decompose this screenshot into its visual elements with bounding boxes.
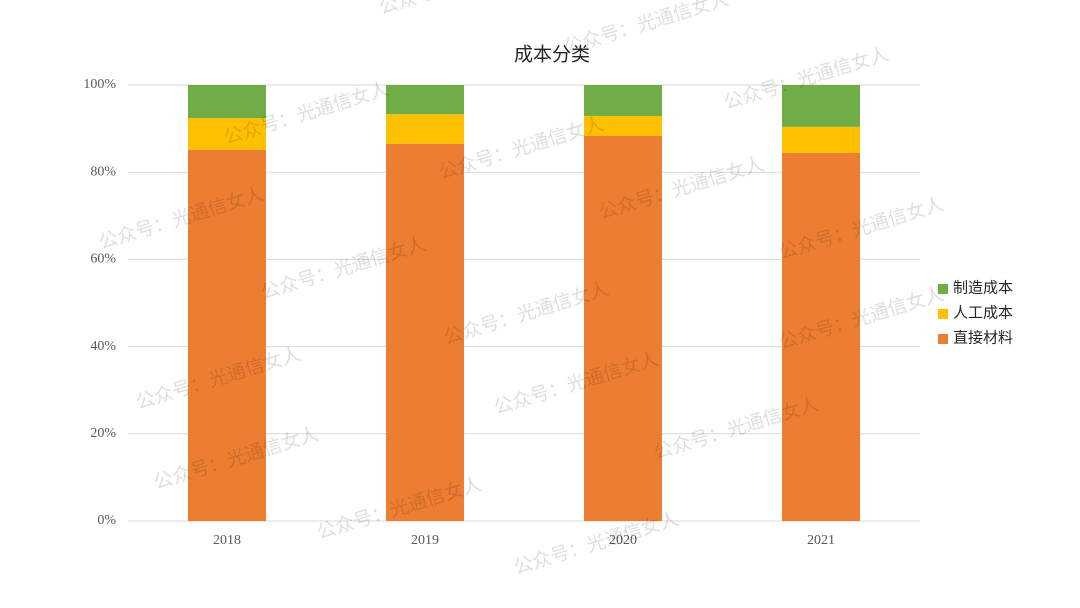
bar-segment bbox=[188, 149, 266, 522]
watermark: 公众号：光通信女人 bbox=[376, 0, 546, 19]
legend-label: 制造成本 bbox=[953, 279, 1013, 296]
bar-segment bbox=[386, 85, 464, 115]
watermark: 公众号：光通信女人 bbox=[561, 0, 731, 59]
legend-swatch bbox=[938, 309, 948, 319]
legend-swatch bbox=[938, 334, 948, 344]
bar-segment bbox=[386, 114, 464, 144]
y-tick-label: 20% bbox=[90, 426, 116, 441]
y-tick-label: 100% bbox=[83, 77, 116, 92]
y-tick-label: 60% bbox=[90, 252, 116, 267]
legend-label: 人工成本 bbox=[953, 304, 1013, 321]
x-tick-label: 2021 bbox=[807, 533, 835, 548]
y-tick-label: 40% bbox=[90, 339, 116, 354]
y-tick-label: 80% bbox=[90, 164, 116, 179]
x-tick-label: 2020 bbox=[609, 533, 637, 548]
legend-swatch bbox=[938, 284, 948, 294]
bar-segment bbox=[782, 126, 860, 154]
bar-segment bbox=[584, 85, 662, 116]
bar-segment bbox=[782, 85, 860, 127]
bar-segment bbox=[188, 118, 266, 150]
chart-title: 成本分类 bbox=[514, 43, 590, 65]
x-tick-label: 2019 bbox=[411, 533, 439, 548]
x-tick-label: 2018 bbox=[213, 533, 241, 548]
bar-segment bbox=[782, 153, 860, 522]
bar-segment bbox=[584, 136, 662, 521]
y-tick-label: 0% bbox=[97, 513, 116, 528]
bar-segment bbox=[188, 85, 266, 119]
legend-label: 直接材料 bbox=[953, 329, 1013, 346]
bar-segment bbox=[584, 115, 662, 137]
bar-segment bbox=[386, 143, 464, 522]
